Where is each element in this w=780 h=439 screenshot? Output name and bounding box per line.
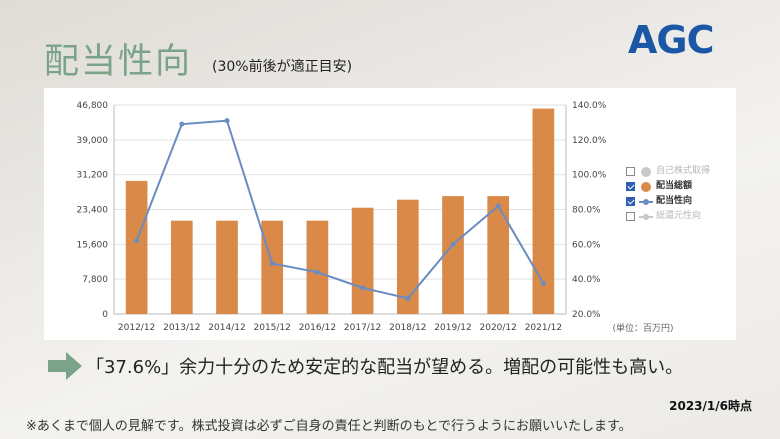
payout-ratio-point-2020/12	[495, 203, 501, 209]
payout-ratio-point-2016/12	[314, 269, 320, 275]
bar-2014/12	[216, 220, 238, 314]
bar-2016/12	[306, 220, 329, 314]
y-left-tick-label: 46,800	[77, 101, 109, 111]
payout-ratio-point-2013/12	[179, 121, 185, 127]
company-logo: AGC	[628, 18, 714, 62]
chart-panel: 0 7,800 15,600 23,400 31,200 39,000 46,800 20.0…	[44, 88, 736, 340]
x-tick-label: 2015/12	[254, 323, 291, 333]
legend-item[interactable]: 自己株式取得	[626, 164, 736, 179]
unit-note: (単位：百万円)	[612, 322, 673, 334]
legend-checkbox[interactable]	[626, 212, 635, 221]
legend-line-icon	[639, 212, 653, 222]
bar-2017/12	[351, 207, 374, 314]
y-left-tick-label: 39,000	[77, 136, 109, 146]
y-left-tick-label: 23,400	[77, 206, 109, 216]
legend-checkbox[interactable]	[626, 197, 635, 206]
y-left-tick-label: 0	[102, 310, 108, 320]
y-left-tick-label: 7,800	[82, 275, 108, 285]
bar-2012/12	[125, 180, 148, 314]
y-right-tick-label: 120.0%	[572, 136, 607, 146]
x-tick-label: 2016/12	[299, 323, 336, 333]
bar-2020/12	[487, 196, 510, 314]
legend-line-icon	[639, 197, 653, 207]
legend-label: 配当総額	[656, 181, 693, 191]
bar-2015/12	[261, 220, 284, 314]
bar-2013/12	[170, 220, 193, 314]
y-right-tick-label: 140.0%	[572, 101, 607, 111]
y-right-tick-label: 80.0%	[572, 206, 601, 216]
payout-ratio-point-2014/12	[224, 118, 230, 124]
page-title: 配当性向	[44, 42, 193, 82]
dividend-chart: 0 7,800 15,600 23,400 31,200 39,000 46,800 20.0…	[77, 101, 674, 334]
payout-ratio-point-2018/12	[405, 295, 411, 301]
chart-legend: 自己株式取得 配当総額配当性向総還元性向	[626, 164, 736, 224]
legend-checkbox[interactable]	[626, 167, 635, 176]
x-tick-label: 2021/12	[525, 323, 562, 333]
payout-ratio-point-2017/12	[360, 285, 366, 291]
legend-label: 自己株式取得	[656, 166, 711, 176]
as-of-date: 2023/1/6時点	[669, 399, 752, 413]
page-subtitle: (30%前後が適正目安)	[212, 59, 353, 75]
legend-dot-icon	[639, 181, 653, 192]
bar-2018/12	[396, 199, 419, 314]
bar-2019/12	[442, 196, 464, 314]
y-right-tick-label: 100.0%	[572, 171, 607, 181]
disclaimer-text: ※あくまで個人の見解です。株式投資は必ずご自身の責任と判断のもとで行うようにお願…	[26, 419, 632, 434]
x-tick-label: 2017/12	[344, 323, 381, 333]
legend-item[interactable]: 配当総額	[626, 179, 736, 194]
legend-item[interactable]: 総還元性向	[626, 209, 736, 224]
y-right-tick-label: 20.0%	[572, 310, 601, 320]
legend-label: 配当性向	[656, 196, 693, 206]
x-tick-label: 2014/12	[208, 323, 245, 333]
x-tick-label: 2012/12	[118, 323, 155, 333]
bar-2021/12	[532, 108, 555, 314]
arrow-right-icon	[48, 352, 82, 380]
payout-ratio-line	[135, 119, 545, 300]
y-left-tick-label: 31,200	[77, 171, 109, 181]
payout-ratio-point-2019/12	[450, 241, 456, 247]
legend-checkbox[interactable]	[626, 182, 635, 191]
x-tick-label: 2018/12	[389, 323, 426, 333]
x-tick-label: 2013/12	[163, 323, 200, 333]
summary-message: 「37.6%」余力十分のため安定的な配当が望める。増配の可能性も高い。	[86, 357, 684, 378]
payout-ratio-point-2012/12	[134, 238, 140, 244]
x-tick-label: 2020/12	[480, 323, 517, 333]
y-right-tick-label: 40.0%	[572, 275, 601, 285]
payout-ratio-point-2021/12	[540, 280, 546, 286]
payout-ratio-point-2015/12	[269, 260, 275, 266]
legend-item[interactable]: 配当性向	[626, 194, 736, 209]
y-left-tick-label: 15,600	[77, 240, 109, 250]
y-right-tick-label: 60.0%	[572, 240, 601, 250]
x-tick-label: 2019/12	[434, 323, 471, 333]
legend-dot-icon	[639, 166, 653, 177]
legend-label: 総還元性向	[656, 211, 702, 221]
